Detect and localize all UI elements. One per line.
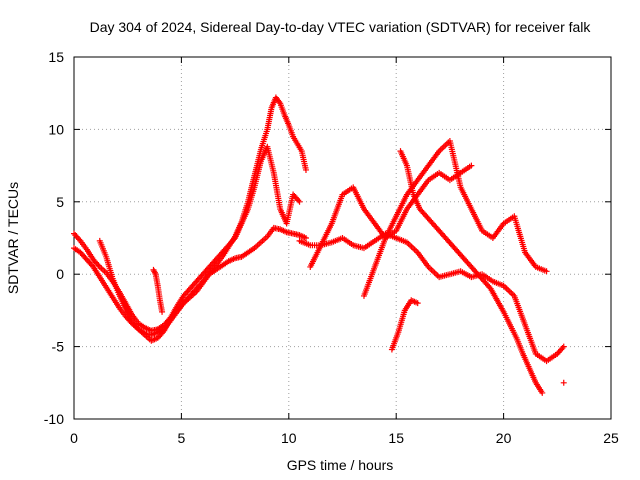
- axis-ticks: 0 5 10 15 20 25 -10 -5 0 5 10 15: [44, 49, 619, 446]
- plot-frame: [73, 56, 612, 420]
- data-point: [539, 389, 546, 396]
- x-tick-label: 0: [70, 430, 78, 446]
- x-tick-label: 10: [281, 430, 297, 446]
- y-tick-label: 15: [48, 49, 64, 65]
- x-tick-label: 5: [178, 430, 186, 446]
- y-tick-label: -10: [44, 411, 64, 427]
- series-track-2: [71, 94, 309, 334]
- data-point: [151, 269, 158, 276]
- y-axis-label: SDTVAR / TECUs: [5, 182, 21, 294]
- data-points: [71, 94, 567, 396]
- data-point: [560, 379, 567, 386]
- y-tick-label: 10: [48, 121, 64, 137]
- series-track-8: [397, 148, 546, 396]
- data-point: [296, 198, 303, 205]
- data-point: [414, 300, 421, 307]
- x-tick-label: 15: [388, 430, 404, 446]
- y-tick-label: 5: [56, 194, 64, 210]
- data-point: [302, 235, 309, 241]
- data-point: [543, 268, 550, 275]
- data-point: [560, 343, 567, 350]
- data-point: [302, 166, 309, 173]
- series-track-10: [560, 379, 567, 386]
- y-tick-label: 0: [56, 266, 64, 282]
- series-track-9: [388, 297, 421, 353]
- series-track-4: [150, 266, 166, 315]
- data-point: [468, 162, 475, 169]
- y-tick-label: -5: [52, 339, 65, 355]
- series-track-1: [71, 224, 309, 339]
- x-axis-label: GPS time / hours: [287, 457, 394, 473]
- data-point: [159, 308, 166, 315]
- x-tick-label: 25: [603, 430, 619, 446]
- x-tick-label: 20: [496, 430, 512, 446]
- series-track-3: [96, 143, 303, 344]
- chart-title: Day 304 of 2024, Sidereal Day-to-day VTE…: [90, 19, 592, 35]
- series-track-6: [307, 162, 475, 270]
